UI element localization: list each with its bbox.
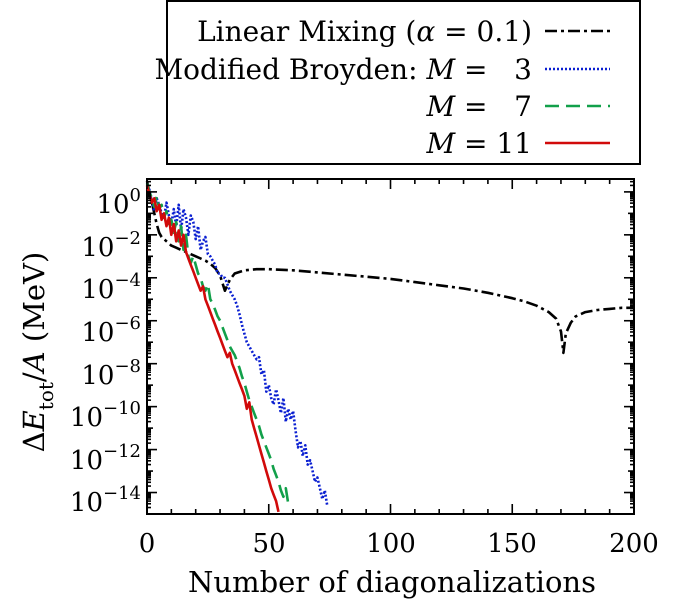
series-line-m-11 bbox=[145, 185, 280, 513]
series-line-m-7 bbox=[145, 182, 290, 504]
legend-label-linear-mixing: Linear Mixing (α = 0.1) bbox=[197, 15, 532, 48]
legend-label-broyden-m7: M = 7 bbox=[425, 90, 532, 123]
legend-label-broyden-m3: Modified Broyden: M = 3 bbox=[154, 53, 532, 86]
x-tick-label: 0 bbox=[139, 529, 156, 559]
y-tick-label: 10−12 bbox=[70, 441, 141, 476]
y-axis-title: ΔEtot/A (MeV) bbox=[17, 252, 58, 453]
legend-frame bbox=[166, 0, 641, 165]
x-tick-label: 100 bbox=[366, 529, 416, 559]
y-tick-label: 10−4 bbox=[81, 270, 141, 305]
x-tick-label: 50 bbox=[252, 529, 285, 559]
y-tick-label: 10−2 bbox=[81, 228, 141, 263]
series-layer bbox=[145, 180, 634, 513]
legend: Linear Mixing (α = 0.1) Modified Broyden… bbox=[154, 0, 641, 165]
y-tick-label: 10−10 bbox=[70, 398, 141, 433]
legend-label-broyden-m11: M = 11 bbox=[425, 127, 532, 160]
tick-layer bbox=[146, 179, 635, 515]
y-tick-labels: 100 10−2 10−4 10−6 10−8 10−10 10−12 10−1… bbox=[70, 185, 141, 518]
plot-frame bbox=[146, 178, 635, 515]
x-tick-label: 150 bbox=[487, 529, 537, 559]
x-axis-title: Number of diagonalizations bbox=[188, 565, 596, 599]
x-tick-label: 200 bbox=[609, 529, 659, 559]
y-tick-label: 10−14 bbox=[70, 483, 141, 518]
series-line-linear-mixing-0-1 bbox=[145, 180, 634, 355]
y-tick-label: 10−8 bbox=[81, 356, 141, 391]
series-line-modified-broyden-m-3 bbox=[145, 184, 329, 506]
x-tick-labels: 0 50 100 150 200 bbox=[139, 529, 659, 559]
y-tick-label: 10−6 bbox=[81, 313, 141, 348]
y-tick-label: 100 bbox=[96, 185, 141, 220]
